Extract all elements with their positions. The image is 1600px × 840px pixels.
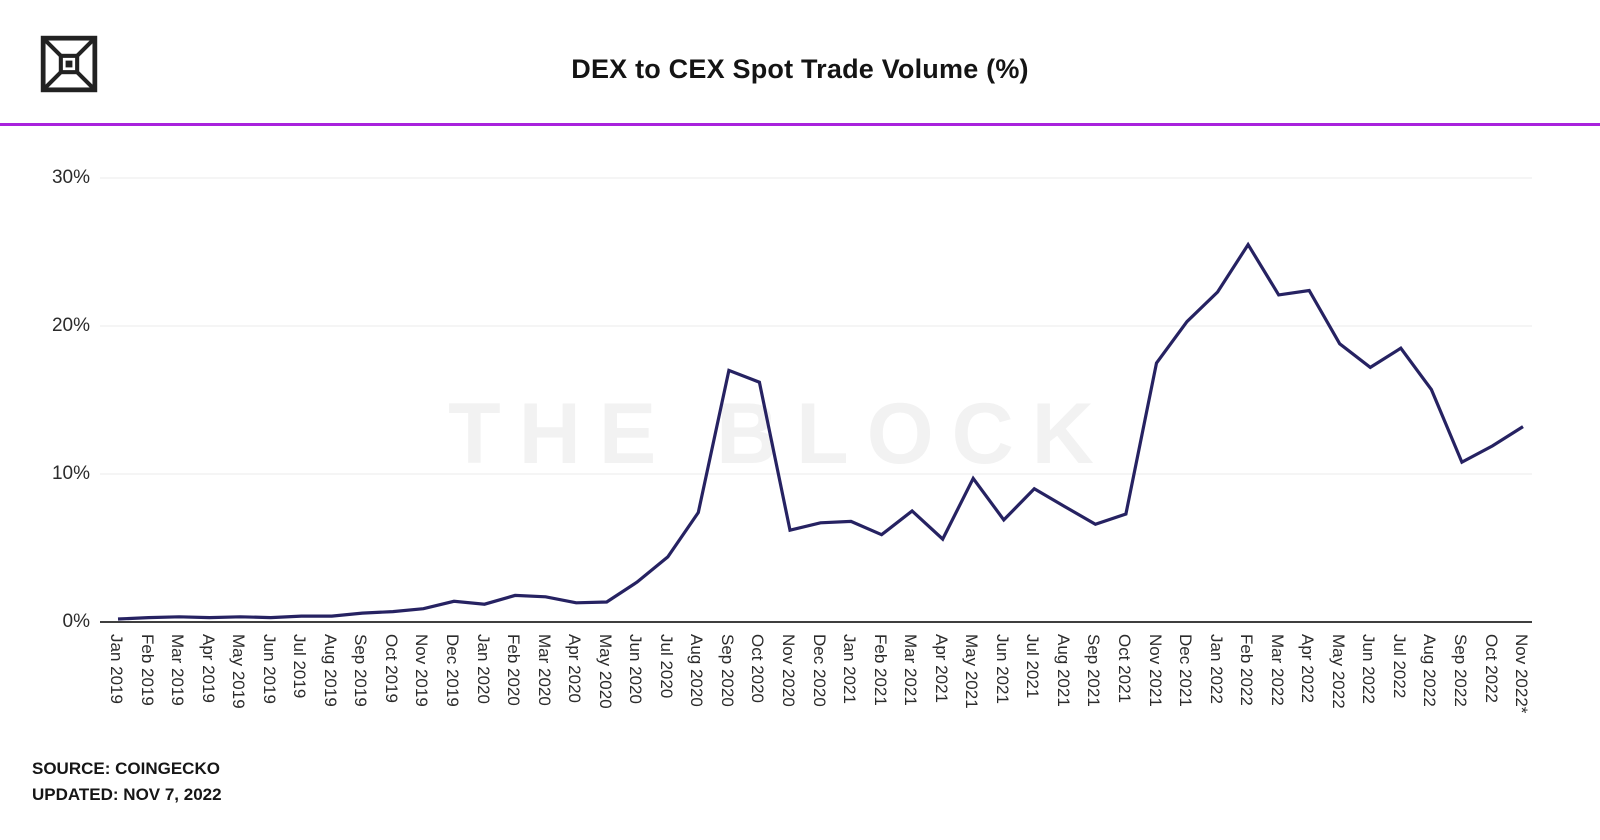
x-tick-label: Apr 2022 <box>1298 634 1318 703</box>
x-tick-label: Jul 2020 <box>656 634 676 699</box>
x-tick-label: Jan 2020 <box>473 634 493 704</box>
dex-cex-volume-line <box>117 241 1524 621</box>
x-tick-label: May 2022 <box>1328 634 1348 709</box>
the-block-logo-icon[interactable] <box>35 30 103 98</box>
x-tick-label: Jan 2022 <box>1206 634 1226 704</box>
x-tick-label: Sep 2021 <box>1084 634 1104 707</box>
page-title: DEX to CEX Spot Trade Volume (%) <box>571 54 1029 84</box>
x-tick-label: Apr 2019 <box>198 634 218 703</box>
x-tick-label: Jun 2022 <box>1359 634 1379 704</box>
x-tick-label: Mar 2020 <box>534 634 554 706</box>
x-tick-label: Aug 2021 <box>1053 634 1073 707</box>
x-tick-label: Sep 2022 <box>1450 634 1470 707</box>
x-tick-label: Jun 2019 <box>259 634 279 704</box>
y-tick-label: 0% <box>62 611 90 632</box>
x-tick-label: Oct 2022 <box>1481 634 1501 703</box>
x-tick-label: Oct 2019 <box>381 634 401 703</box>
x-tick-label: Dec 2019 <box>443 634 462 707</box>
chart-footer: SOURCE: COINGECKO UPDATED: NOV 7, 2022 <box>32 756 222 808</box>
x-tick-label: Nov 2019 <box>412 634 432 707</box>
x-tick-label: Jul 2021 <box>1023 634 1043 699</box>
x-tick-label: Mar 2022 <box>1267 634 1287 706</box>
x-tick-label: Feb 2019 <box>137 634 157 706</box>
x-tick-label: Feb 2022 <box>1237 634 1257 706</box>
x-tick-label: Mar 2021 <box>901 634 921 706</box>
x-tick-label: Jun 2021 <box>992 634 1012 704</box>
accent-divider <box>0 123 1600 126</box>
line-chart-plot <box>100 177 1532 623</box>
x-tick-label: Sep 2020 <box>717 634 737 707</box>
x-tick-label: Jan 2021 <box>840 634 859 704</box>
x-tick-label: Aug 2022 <box>1420 634 1440 707</box>
x-tick-label: Oct 2020 <box>748 634 768 703</box>
x-tick-label: Feb 2021 <box>870 634 890 706</box>
x-tick-label: Apr 2020 <box>565 634 585 703</box>
x-tick-label: Jan 2019 <box>107 634 126 704</box>
x-tick-label: Jul 2022 <box>1389 634 1409 699</box>
y-tick-label: 10% <box>51 463 90 484</box>
x-tick-label: Aug 2020 <box>687 634 707 707</box>
chart-area: THE BLOCK 0% 10% 20% 30% Jan 2019 Feb 2019 Ma… <box>0 127 1600 787</box>
x-tick-label: Dec 2021 <box>1176 634 1195 707</box>
source-label: SOURCE: COINGECKO <box>32 759 220 778</box>
x-tick-label: Apr 2021 <box>931 634 951 703</box>
x-tick-label: May 2021 <box>962 634 982 709</box>
x-tick-label: Jun 2020 <box>626 634 646 704</box>
x-tick-label: Aug 2019 <box>320 634 340 707</box>
y-tick-label: 20% <box>51 315 90 336</box>
x-tick-label: May 2020 <box>595 634 615 709</box>
x-tick-label: Dec 2020 <box>809 634 829 707</box>
x-tick-label: Sep 2019 <box>351 634 371 707</box>
x-tick-label: Oct 2021 <box>1114 634 1134 703</box>
x-tick-label: Nov 2021 <box>1145 634 1165 707</box>
y-tick-label: 30% <box>51 167 90 188</box>
x-tick-label: May 2019 <box>229 634 249 709</box>
x-tick-label: Nov 2022* <box>1512 634 1531 714</box>
x-tick-label: Mar 2019 <box>168 634 188 706</box>
x-tick-label: Nov 2020 <box>779 634 798 707</box>
updated-label: UPDATED: NOV 7, 2022 <box>32 785 222 804</box>
x-tick-label: Feb 2020 <box>504 634 524 706</box>
x-tick-label: Jul 2019 <box>290 634 310 699</box>
